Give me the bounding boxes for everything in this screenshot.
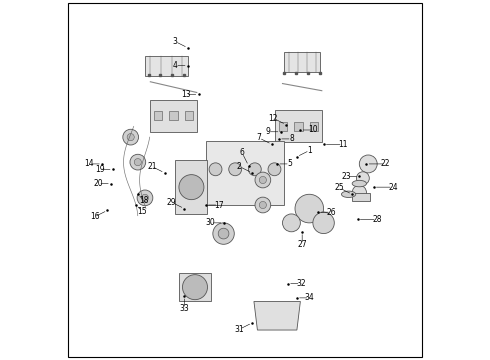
Circle shape (209, 163, 222, 176)
Circle shape (127, 134, 134, 141)
Bar (185, 111, 194, 120)
Circle shape (255, 172, 270, 188)
Text: 32: 32 (296, 279, 306, 288)
Bar (179, 273, 211, 301)
Circle shape (137, 190, 153, 206)
Circle shape (283, 214, 300, 232)
Text: 30: 30 (206, 219, 216, 228)
Circle shape (248, 163, 261, 176)
Bar (279, 122, 288, 131)
Text: 21: 21 (147, 162, 156, 171)
Circle shape (134, 158, 142, 166)
Text: 1: 1 (307, 146, 312, 155)
Circle shape (255, 197, 270, 213)
Text: 4: 4 (172, 61, 177, 70)
Bar (206, 141, 284, 205)
Circle shape (182, 275, 207, 300)
Text: 15: 15 (138, 207, 147, 216)
Bar (310, 122, 318, 131)
Text: 26: 26 (326, 208, 336, 217)
Text: 3: 3 (172, 37, 177, 46)
Bar (175, 160, 207, 214)
Circle shape (295, 194, 323, 223)
Text: 23: 23 (342, 172, 351, 181)
Circle shape (229, 163, 242, 176)
Circle shape (130, 154, 146, 170)
Text: 33: 33 (179, 305, 189, 314)
Text: 24: 24 (388, 183, 398, 192)
Circle shape (123, 129, 139, 145)
Ellipse shape (342, 191, 356, 198)
Text: 17: 17 (214, 201, 223, 210)
Text: 6: 6 (240, 148, 245, 157)
Text: 7: 7 (256, 133, 261, 142)
Bar (284, 52, 320, 72)
Circle shape (259, 202, 267, 208)
Bar (150, 100, 197, 132)
Text: 29: 29 (167, 198, 176, 207)
Text: 12: 12 (269, 114, 278, 123)
Circle shape (218, 228, 229, 239)
Text: 5: 5 (288, 159, 293, 168)
Text: 16: 16 (90, 212, 99, 221)
Polygon shape (254, 301, 300, 330)
Bar (145, 56, 188, 76)
Text: 2: 2 (237, 162, 242, 171)
Text: 9: 9 (266, 127, 270, 136)
Circle shape (142, 194, 148, 202)
Text: 22: 22 (381, 159, 391, 168)
Circle shape (259, 176, 267, 184)
Circle shape (179, 175, 204, 200)
Text: 10: 10 (308, 126, 318, 135)
Circle shape (268, 163, 281, 176)
Bar (294, 122, 303, 131)
Circle shape (356, 172, 369, 185)
Circle shape (213, 223, 234, 244)
Text: 14: 14 (84, 159, 94, 168)
Circle shape (352, 185, 367, 200)
Text: 19: 19 (95, 165, 105, 174)
Text: 27: 27 (297, 240, 307, 249)
Ellipse shape (352, 180, 367, 187)
Text: 28: 28 (372, 215, 382, 224)
Bar (169, 111, 178, 120)
Bar (275, 111, 322, 143)
Text: 34: 34 (305, 293, 315, 302)
Text: 8: 8 (290, 134, 294, 143)
Text: 31: 31 (235, 325, 244, 334)
Text: 20: 20 (94, 179, 103, 188)
Bar (154, 111, 162, 120)
Text: 11: 11 (338, 140, 347, 149)
Text: 18: 18 (140, 196, 149, 205)
Circle shape (313, 212, 334, 234)
Text: 13: 13 (181, 90, 191, 99)
Circle shape (359, 155, 377, 173)
Bar (352, 193, 370, 202)
Text: 25: 25 (335, 183, 344, 192)
